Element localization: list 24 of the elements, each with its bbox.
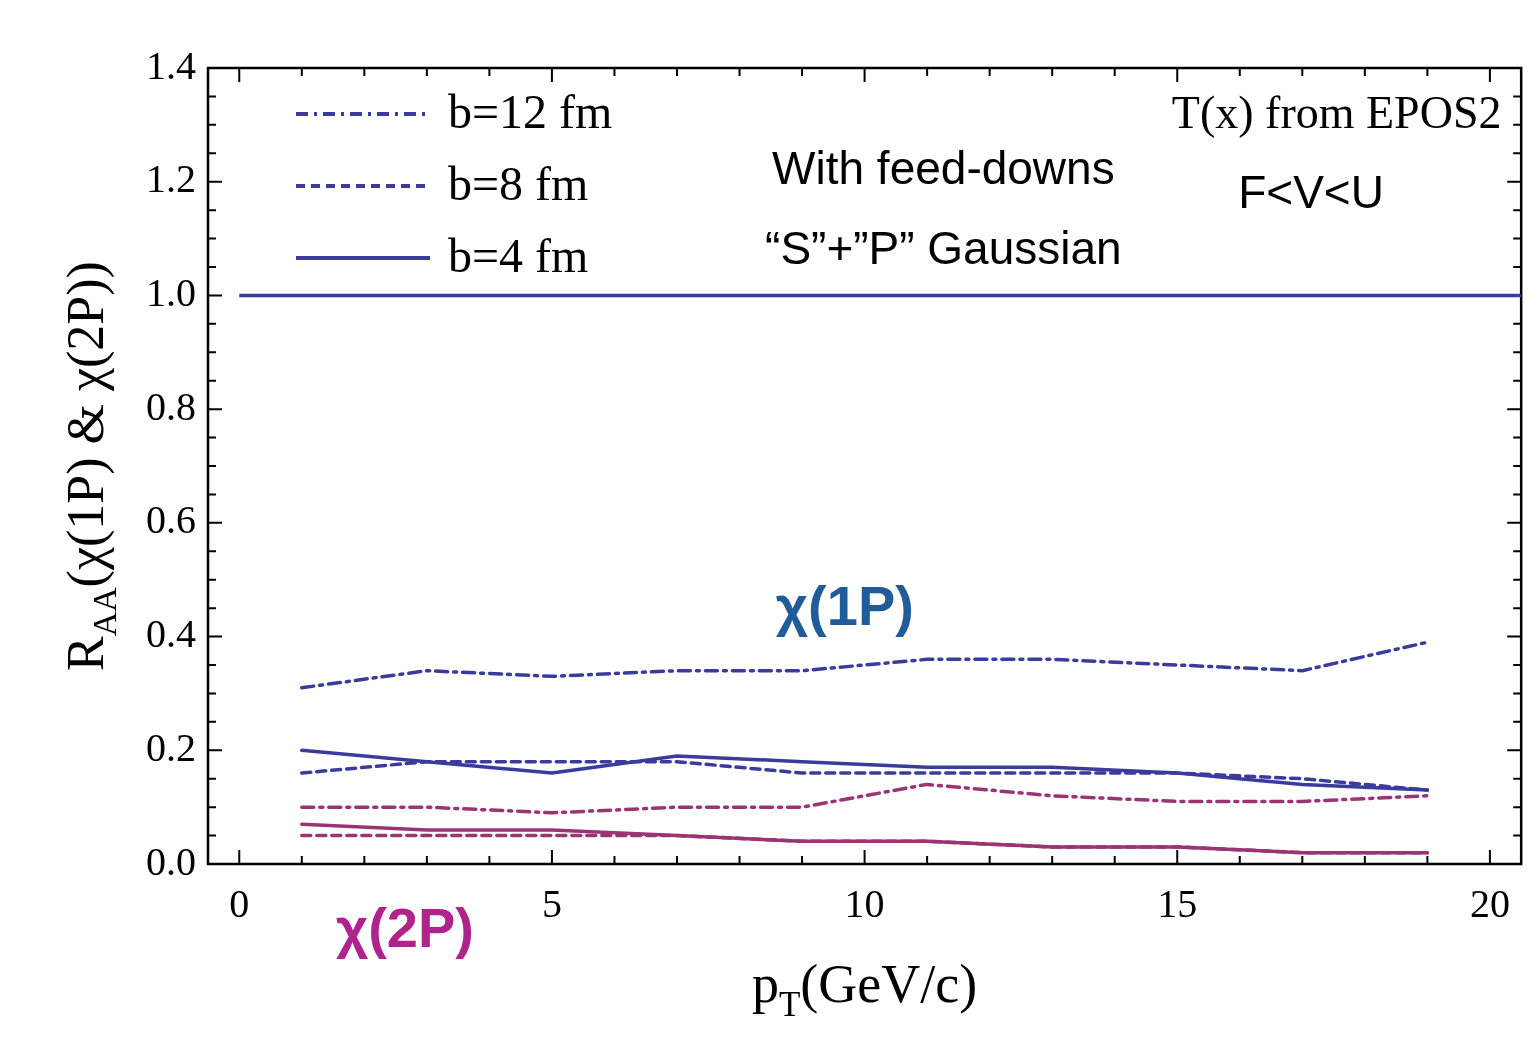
y-axis-title: RAA(χ(1P) & χ(2P)) — [57, 261, 123, 671]
annotation: With feed-downs — [772, 142, 1115, 195]
annotation: “S”+”P” Gaussian — [765, 221, 1122, 274]
annotation: χ(1P) — [775, 573, 914, 637]
y-tick-label: 0.6 — [146, 497, 196, 543]
x-tick-label: 10 — [844, 880, 885, 926]
x-tick-label: 0 — [229, 880, 250, 926]
legend-label: b=4 fm — [448, 229, 589, 282]
y-tick-label: 0.8 — [146, 383, 196, 429]
legend-label: b=12 fm — [448, 85, 613, 138]
y-tick-label: 0.4 — [146, 611, 196, 657]
y-tick-label: 1.4 — [146, 42, 196, 88]
y-tick-label: 1.2 — [146, 156, 196, 202]
legend-label: b=8 fm — [448, 157, 589, 210]
y-tick-label: 0.0 — [146, 838, 196, 884]
y-tick-label: 1.0 — [146, 269, 196, 315]
x-tick-label: 15 — [1157, 880, 1198, 926]
line-series — [300, 782, 1430, 815]
text: χ(2P) — [335, 896, 474, 960]
x-tick-label: 5 — [541, 880, 562, 926]
y-tick-label: 0.2 — [146, 724, 196, 770]
annotation: F<V<U — [1238, 166, 1384, 219]
x-tick-label: 20 — [1469, 880, 1510, 926]
annotation: T(x) from EPOS2 — [1171, 86, 1502, 138]
